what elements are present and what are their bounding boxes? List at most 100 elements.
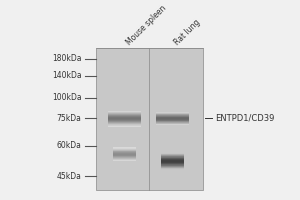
- FancyBboxPatch shape: [161, 166, 184, 167]
- FancyBboxPatch shape: [113, 160, 136, 161]
- FancyBboxPatch shape: [108, 118, 141, 119]
- FancyBboxPatch shape: [161, 162, 184, 163]
- FancyBboxPatch shape: [113, 150, 136, 151]
- FancyBboxPatch shape: [108, 117, 141, 118]
- FancyBboxPatch shape: [161, 162, 184, 163]
- FancyBboxPatch shape: [108, 121, 141, 122]
- FancyBboxPatch shape: [161, 153, 184, 154]
- FancyBboxPatch shape: [156, 113, 189, 114]
- FancyBboxPatch shape: [113, 154, 136, 155]
- FancyBboxPatch shape: [156, 114, 189, 115]
- FancyBboxPatch shape: [161, 159, 184, 160]
- FancyBboxPatch shape: [156, 123, 189, 124]
- FancyBboxPatch shape: [156, 115, 189, 116]
- FancyBboxPatch shape: [156, 117, 189, 118]
- FancyBboxPatch shape: [161, 167, 184, 168]
- Text: 75kDa: 75kDa: [57, 114, 82, 123]
- FancyBboxPatch shape: [156, 115, 189, 116]
- FancyBboxPatch shape: [161, 153, 184, 154]
- Text: Mouse spleen: Mouse spleen: [125, 3, 168, 47]
- FancyBboxPatch shape: [113, 151, 136, 152]
- Text: 100kDa: 100kDa: [52, 93, 82, 102]
- FancyBboxPatch shape: [113, 157, 136, 158]
- FancyBboxPatch shape: [161, 169, 184, 170]
- FancyBboxPatch shape: [108, 124, 141, 125]
- FancyBboxPatch shape: [113, 157, 136, 158]
- FancyBboxPatch shape: [113, 152, 136, 153]
- FancyBboxPatch shape: [161, 161, 184, 162]
- FancyBboxPatch shape: [113, 159, 136, 160]
- Text: 140kDa: 140kDa: [52, 71, 82, 80]
- FancyBboxPatch shape: [161, 158, 184, 159]
- FancyBboxPatch shape: [108, 114, 141, 115]
- FancyBboxPatch shape: [161, 168, 184, 170]
- FancyBboxPatch shape: [156, 116, 189, 117]
- FancyBboxPatch shape: [161, 165, 184, 166]
- FancyBboxPatch shape: [113, 152, 136, 153]
- FancyBboxPatch shape: [113, 160, 136, 161]
- FancyBboxPatch shape: [108, 123, 141, 124]
- FancyBboxPatch shape: [156, 122, 189, 123]
- Text: ENTPD1/CD39: ENTPD1/CD39: [215, 114, 275, 123]
- FancyBboxPatch shape: [113, 156, 136, 157]
- FancyBboxPatch shape: [108, 119, 141, 120]
- FancyBboxPatch shape: [156, 124, 189, 125]
- FancyBboxPatch shape: [161, 154, 184, 155]
- FancyBboxPatch shape: [108, 126, 141, 127]
- FancyBboxPatch shape: [156, 118, 189, 119]
- FancyBboxPatch shape: [161, 160, 184, 162]
- FancyBboxPatch shape: [113, 158, 136, 159]
- FancyBboxPatch shape: [161, 164, 184, 166]
- FancyBboxPatch shape: [161, 156, 184, 157]
- FancyBboxPatch shape: [156, 122, 189, 123]
- FancyBboxPatch shape: [161, 166, 184, 167]
- FancyBboxPatch shape: [161, 164, 184, 165]
- FancyBboxPatch shape: [108, 115, 141, 116]
- FancyBboxPatch shape: [113, 155, 136, 156]
- Text: 45kDa: 45kDa: [57, 172, 82, 181]
- FancyBboxPatch shape: [156, 124, 189, 125]
- FancyBboxPatch shape: [108, 121, 141, 122]
- FancyBboxPatch shape: [156, 120, 189, 121]
- FancyBboxPatch shape: [161, 167, 184, 168]
- FancyBboxPatch shape: [161, 154, 184, 155]
- FancyBboxPatch shape: [108, 112, 141, 113]
- FancyBboxPatch shape: [113, 154, 136, 155]
- FancyBboxPatch shape: [156, 112, 189, 113]
- FancyBboxPatch shape: [97, 48, 203, 190]
- FancyBboxPatch shape: [113, 159, 136, 160]
- FancyBboxPatch shape: [108, 125, 141, 126]
- FancyBboxPatch shape: [156, 120, 189, 121]
- FancyBboxPatch shape: [108, 117, 141, 118]
- FancyBboxPatch shape: [113, 151, 136, 152]
- FancyBboxPatch shape: [161, 158, 184, 159]
- FancyBboxPatch shape: [156, 121, 189, 122]
- Text: Rat lung: Rat lung: [172, 17, 202, 47]
- FancyBboxPatch shape: [108, 116, 141, 117]
- FancyBboxPatch shape: [108, 119, 141, 120]
- FancyBboxPatch shape: [108, 124, 141, 126]
- FancyBboxPatch shape: [113, 148, 136, 149]
- FancyBboxPatch shape: [113, 153, 136, 154]
- FancyBboxPatch shape: [108, 122, 141, 123]
- FancyBboxPatch shape: [161, 157, 184, 158]
- FancyBboxPatch shape: [113, 156, 136, 157]
- FancyBboxPatch shape: [156, 113, 189, 114]
- FancyBboxPatch shape: [113, 147, 136, 148]
- FancyBboxPatch shape: [108, 116, 141, 117]
- FancyBboxPatch shape: [108, 120, 141, 121]
- FancyBboxPatch shape: [156, 123, 189, 124]
- FancyBboxPatch shape: [113, 158, 136, 159]
- FancyBboxPatch shape: [156, 119, 189, 120]
- Text: 60kDa: 60kDa: [57, 141, 82, 150]
- FancyBboxPatch shape: [108, 113, 141, 114]
- Text: 180kDa: 180kDa: [52, 54, 82, 63]
- FancyBboxPatch shape: [108, 113, 141, 114]
- FancyBboxPatch shape: [108, 120, 141, 121]
- FancyBboxPatch shape: [108, 123, 141, 124]
- FancyBboxPatch shape: [156, 112, 189, 113]
- FancyBboxPatch shape: [113, 149, 136, 150]
- FancyBboxPatch shape: [108, 112, 141, 113]
- FancyBboxPatch shape: [156, 118, 189, 119]
- FancyBboxPatch shape: [113, 148, 136, 149]
